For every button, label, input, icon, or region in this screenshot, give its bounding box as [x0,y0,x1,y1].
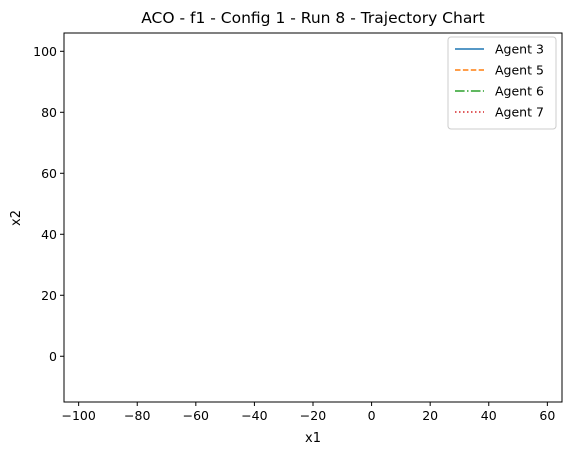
x-tick-label: 60 [539,408,555,423]
legend-label: Agent 6 [495,84,544,99]
x-tick-label: −40 [241,408,267,423]
y-tick-label: 0 [49,349,57,364]
x-tick-label: 0 [368,408,376,423]
x-tick-label: 20 [422,408,438,423]
y-tick-label: 40 [41,227,57,242]
x-tick-label: −60 [183,408,209,423]
legend-label: Agent 3 [495,42,544,57]
chart-title: ACO - f1 - Config 1 - Run 8 - Trajectory… [141,9,485,27]
y-axis-ticks: 0 20 40 60 80 100 [33,44,64,364]
x-axis-ticks: −100 −80 −60 −40 −20 0 20 40 60 [61,402,555,423]
y-tick-label: 20 [41,288,57,303]
legend-label: Agent 5 [495,63,544,78]
legend-frame [447,36,557,130]
x-axis-label: x1 [305,431,321,446]
legend: Agent 3 Agent 5 Agent 6 Agent 7 [447,36,557,130]
y-tick-label: 80 [41,105,57,120]
legend-label: Agent 7 [495,105,544,120]
x-tick-label: −20 [300,408,326,423]
y-tick-label: 60 [41,166,57,181]
y-tick-label: 100 [33,44,57,59]
x-tick-label: 40 [481,408,497,423]
x-tick-label: −100 [61,408,95,423]
y-axis-label: x2 [9,210,24,226]
x-tick-label: −80 [124,408,150,423]
